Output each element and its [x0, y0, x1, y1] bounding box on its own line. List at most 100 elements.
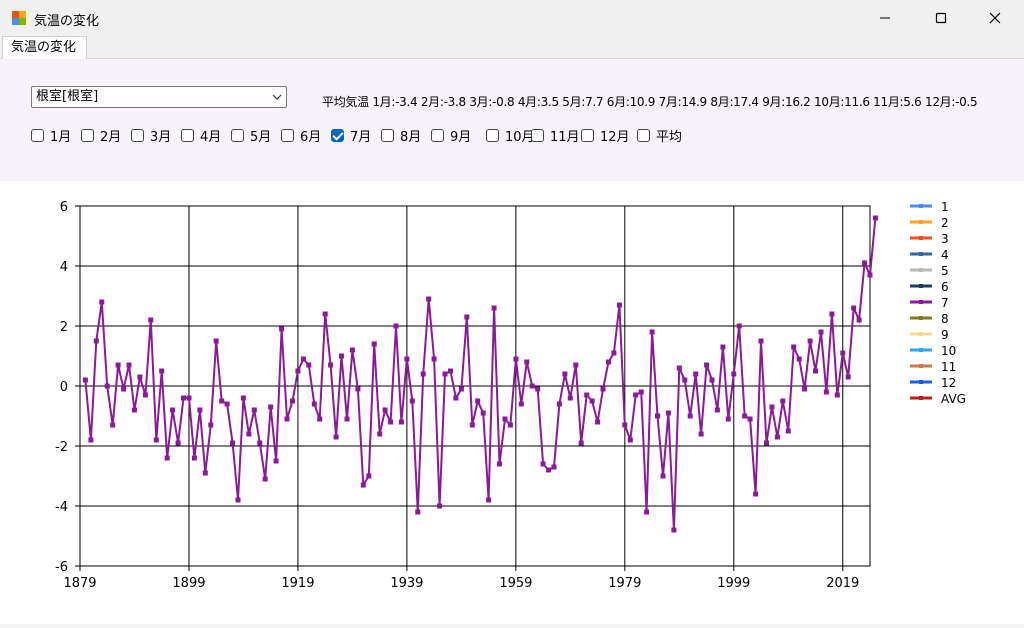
- checkbox-month-6[interactable]: 6月: [281, 126, 321, 145]
- data-point: [349, 347, 355, 353]
- data-point: [159, 368, 165, 374]
- legend-marker: [919, 204, 923, 208]
- legend-label: 2: [941, 216, 949, 230]
- data-point: [322, 311, 328, 317]
- checkbox-average[interactable]: 平均: [637, 126, 682, 145]
- data-point: [823, 389, 829, 395]
- data-point: [556, 401, 562, 407]
- checkbox-box[interactable]: [131, 129, 144, 142]
- data-point: [595, 419, 601, 425]
- data-point: [153, 437, 159, 443]
- data-point: [415, 509, 421, 515]
- checkbox-box[interactable]: [31, 129, 44, 142]
- data-point: [230, 440, 236, 446]
- data-point: [693, 371, 699, 377]
- data-point: [360, 482, 366, 488]
- x-tick-label: 1899: [172, 576, 205, 591]
- legend-marker: [919, 364, 923, 368]
- data-point: [872, 215, 878, 221]
- data-point: [551, 464, 557, 470]
- data-point: [137, 374, 143, 380]
- checkbox-month-11[interactable]: 11月: [531, 126, 580, 145]
- tab-temperature-change[interactable]: 気温の変化: [2, 36, 88, 59]
- station-select[interactable]: 根室[根室]: [31, 86, 287, 108]
- data-point: [88, 437, 94, 443]
- data-point: [796, 356, 802, 362]
- data-point: [709, 377, 715, 383]
- data-point: [110, 422, 116, 428]
- checkbox-label: 12月: [600, 130, 630, 145]
- checkbox-month-8[interactable]: 8月: [381, 126, 421, 145]
- data-point: [747, 416, 753, 422]
- data-point: [262, 476, 268, 482]
- legend-marker: [919, 220, 923, 224]
- checkbox-box[interactable]: [431, 129, 444, 142]
- data-point: [725, 416, 731, 422]
- data-point: [753, 491, 759, 497]
- checkbox-month-1[interactable]: 1月: [31, 126, 71, 145]
- window-title: 気温の変化: [34, 14, 100, 29]
- data-point: [448, 368, 453, 374]
- legend-marker: [919, 268, 923, 272]
- checkbox-box[interactable]: [81, 129, 94, 142]
- data-point: [126, 362, 132, 368]
- checkbox-box[interactable]: [531, 129, 544, 142]
- close-button[interactable]: [972, 0, 1018, 36]
- data-point: [622, 422, 628, 428]
- data-point: [235, 497, 241, 503]
- x-tick-label: 1919: [281, 576, 314, 591]
- data-point: [355, 386, 361, 392]
- data-point: [268, 404, 274, 410]
- checkbox-label: 9月: [450, 130, 472, 145]
- checkbox-box[interactable]: [381, 129, 394, 142]
- data-point: [306, 362, 312, 368]
- data-point: [115, 362, 121, 368]
- x-tick-label: 1939: [390, 576, 423, 591]
- data-point: [851, 305, 857, 311]
- legend-marker: [919, 396, 923, 400]
- title-bar: 気温の変化: [0, 0, 1024, 36]
- legend-marker: [919, 252, 923, 256]
- data-point: [720, 344, 726, 350]
- data-point: [246, 431, 252, 437]
- checkbox-month-4[interactable]: 4月: [181, 126, 221, 145]
- checkbox-month-10[interactable]: 10月: [486, 126, 535, 145]
- close-icon: [989, 12, 1001, 24]
- legend-marker: [919, 332, 923, 336]
- checkbox-label: 4月: [200, 130, 222, 145]
- checkbox-box[interactable]: [486, 129, 499, 142]
- data-point: [764, 440, 769, 446]
- maximize-button[interactable]: [918, 0, 964, 36]
- checkbox-month-5[interactable]: 5月: [231, 126, 271, 145]
- data-point: [546, 467, 552, 473]
- checkbox-month-3[interactable]: 3月: [131, 126, 171, 145]
- checkbox-month-2[interactable]: 2月: [81, 126, 121, 145]
- data-point: [660, 473, 666, 479]
- data-point: [845, 374, 851, 380]
- data-point: [802, 386, 808, 392]
- y-tick-label: 6: [60, 200, 68, 215]
- checkbox-box[interactable]: [581, 129, 594, 142]
- data-point: [371, 341, 377, 347]
- checkbox-box[interactable]: [331, 129, 344, 142]
- data-point: [785, 428, 791, 434]
- data-point: [191, 455, 197, 461]
- data-point: [655, 413, 660, 419]
- data-point: [497, 461, 502, 467]
- data-point: [132, 407, 137, 413]
- data-point: [398, 419, 404, 425]
- data-point: [170, 407, 176, 413]
- data-point: [339, 353, 344, 359]
- checkbox-month-12[interactable]: 12月: [581, 126, 630, 145]
- checkbox-box[interactable]: [231, 129, 244, 142]
- legend-marker: [919, 284, 923, 288]
- checkbox-month-7[interactable]: 7月: [331, 126, 371, 145]
- checkbox-label: 3月: [150, 130, 172, 145]
- checkbox-month-9[interactable]: 9月: [431, 126, 471, 145]
- checkbox-box[interactable]: [181, 129, 194, 142]
- checkbox-box[interactable]: [637, 129, 650, 142]
- minimize-button[interactable]: [862, 0, 908, 36]
- y-tick-label: -6: [55, 560, 68, 575]
- checkbox-box[interactable]: [281, 129, 294, 142]
- legend-marker: [919, 316, 923, 320]
